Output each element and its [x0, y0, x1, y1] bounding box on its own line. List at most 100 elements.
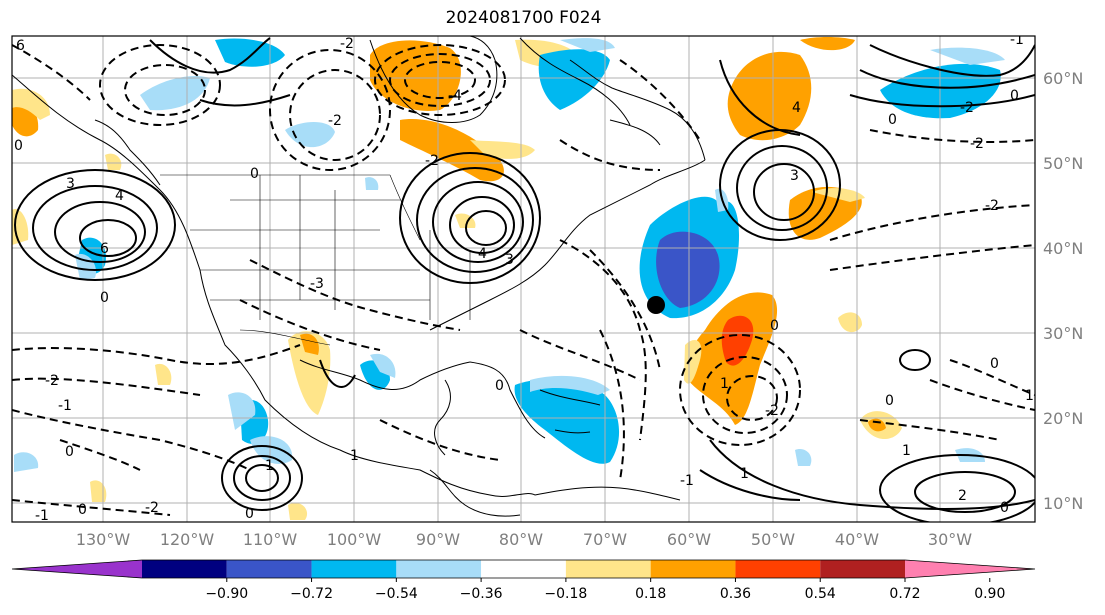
colorbar-tick-label: 0.36 — [720, 586, 751, 602]
positive-anomaly-alaska-light — [12, 88, 50, 120]
state-borders — [160, 174, 471, 346]
positive-anomaly-atlantic-core — [721, 315, 754, 366]
colorbar-segment — [650, 560, 736, 578]
colorbar-tick-label: 0.72 — [889, 586, 920, 602]
contour-label: 0 — [78, 502, 87, 518]
map-title: 2024081700 F024 — [445, 8, 602, 28]
contour-label: -2 — [145, 500, 159, 516]
contour-label: 1 — [350, 448, 359, 464]
contour-label: 1 — [902, 443, 911, 459]
contour-label: -2 — [970, 136, 984, 152]
contour-label: 0 — [990, 356, 999, 372]
longitude-label: 130°W — [76, 530, 131, 549]
positive-anomaly-sierra — [288, 331, 331, 415]
contour-label: -2 — [985, 198, 999, 214]
contour-label: 0 — [1000, 500, 1009, 516]
contour-label: -2 — [765, 403, 779, 419]
contour-labels: 4 3 6 0 4 3 -4 -2 4 3 -2 -2 -2 -2 1 1 2 … — [14, 32, 1034, 522]
contour-label: 0 — [65, 444, 74, 460]
shading-layer — [12, 37, 1005, 520]
contour-label: 0 — [770, 318, 779, 334]
longitude-label: 30°W — [928, 530, 972, 549]
colorbar-tick-label: −0.90 — [205, 586, 248, 602]
contour-label: -2 — [960, 100, 974, 116]
positive-anomaly-sierra-core — [300, 333, 319, 355]
contour-label: 4 — [115, 188, 124, 204]
contour-label: -1 — [680, 473, 694, 489]
colorbar-extend-high — [905, 560, 1035, 578]
contour-label: -2 — [425, 153, 439, 169]
contour-label: 3 — [505, 252, 514, 268]
contour-label: -1 — [1010, 32, 1024, 48]
contour-label: -3 — [310, 276, 324, 292]
colorbar-extend-low — [12, 560, 142, 578]
latitude-labels: 60°N 50°N 40°N 30°N 20°N 10°N — [1043, 69, 1083, 513]
longitude-label: 120°W — [160, 530, 215, 549]
latitude-label: 20°N — [1043, 409, 1083, 428]
negative-anomaly-labrador — [538, 49, 610, 110]
longitude-label: 50°W — [751, 530, 795, 549]
colorbar-segment — [820, 560, 905, 578]
contour-label: 3 — [790, 168, 799, 184]
latitude-label: 40°N — [1043, 239, 1083, 258]
longitude-label: 60°W — [667, 530, 711, 549]
longitude-label: 80°W — [499, 530, 543, 549]
contour-label: 4 — [792, 100, 801, 116]
colorbar-segment — [565, 560, 651, 578]
negative-anomaly-canada-nw-light — [140, 75, 210, 111]
contour-label: 4 — [478, 246, 487, 262]
contour-label: 0 — [888, 112, 897, 128]
longitude-label: 90°W — [416, 530, 460, 549]
colorbar-segment — [226, 560, 312, 578]
longitude-label: 70°W — [583, 530, 627, 549]
contour-label: 0 — [1010, 88, 1019, 104]
colorbar-tick-label: −0.36 — [460, 586, 503, 602]
negative-contours — [12, 44, 1035, 516]
positive-anomaly-east2-core — [868, 418, 886, 432]
negative-anomaly-caribbean-light — [530, 375, 610, 395]
longitude-label: 110°W — [243, 530, 298, 549]
colorbar-tick-label: −0.72 — [290, 586, 333, 602]
negative-anomaly-canada-n — [285, 122, 335, 148]
colorbar-tick-label: 0.54 — [805, 586, 836, 602]
colorbar-segment — [735, 560, 821, 578]
colorbar-outline — [11, 559, 1036, 579]
contour-label: 1 — [720, 376, 729, 392]
contour-label: -2 — [45, 373, 59, 389]
negative-anomaly-canada-nw — [215, 38, 285, 67]
contour-label: -1 — [58, 398, 72, 414]
contour-label: -2 — [328, 113, 342, 129]
negative-anomaly-atl-small — [795, 449, 812, 466]
negative-anomaly-caribbean — [514, 379, 620, 464]
positive-anomaly-north-atlantic — [727, 51, 812, 141]
positive-anomaly-sierra-s — [288, 502, 308, 520]
positive-anomaly-pacific-s — [90, 480, 107, 502]
colorbar: −0.90 −0.72 −0.54 −0.36 −0.18 0.18 0.36 0.54 0.7… — [11, 559, 1036, 602]
colorbar-segment — [311, 560, 397, 578]
map-frame — [11, 35, 1036, 523]
contour-label: 0 — [245, 506, 254, 522]
map-area — [12, 36, 1035, 522]
contour-label: -4 — [448, 88, 462, 104]
colorbar-tick-label: 0.18 — [635, 586, 666, 602]
colorbar-segment — [396, 560, 482, 578]
contour-label: 1 — [740, 466, 749, 482]
negative-anomaly-pacific-light — [75, 253, 96, 280]
contour-label: 1 — [1025, 388, 1034, 404]
contour-label: 0 — [250, 166, 259, 182]
longitude-labels: 130°W 120°W 110°W 100°W 90°W 80°W 70°W 6… — [76, 530, 972, 549]
contour-label: 2 — [958, 488, 967, 504]
contour-label: 6 — [16, 38, 25, 54]
positive-anomaly-hudson2 — [400, 119, 504, 182]
negative-anomaly-gulfstream-core — [656, 231, 720, 308]
positive-anomaly-greenland — [800, 37, 855, 51]
latitude-label: 60°N — [1043, 69, 1083, 88]
contour-label: -2 — [340, 36, 354, 52]
negative-anomaly-gulf-light — [370, 353, 396, 378]
contour-label: 1 — [265, 458, 274, 474]
negative-anomaly-lakes — [365, 177, 379, 190]
coastlines — [12, 36, 706, 517]
negative-anomaly-pacific-sw — [14, 452, 39, 472]
latitude-label: 50°N — [1043, 154, 1083, 173]
longitude-label: 40°W — [835, 530, 879, 549]
